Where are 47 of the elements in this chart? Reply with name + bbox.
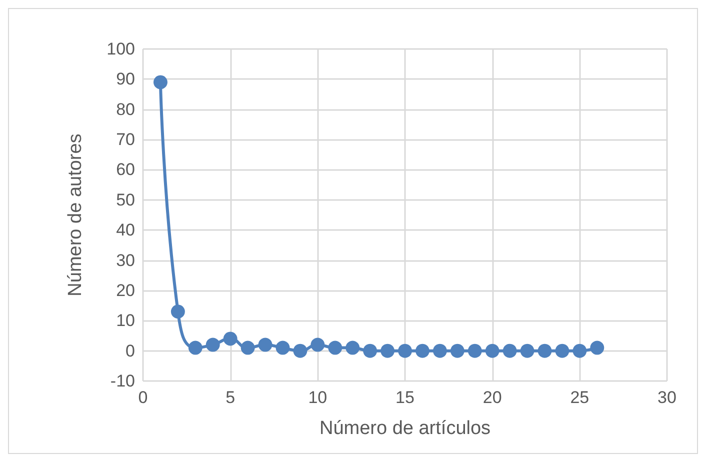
point — [415, 344, 430, 358]
y-tick-label: -10 — [110, 372, 135, 390]
point — [153, 75, 168, 90]
point — [293, 344, 308, 358]
x-tick-label: 15 — [396, 388, 414, 407]
point — [328, 340, 342, 355]
point — [170, 304, 185, 319]
y-tick-label: 30 — [116, 250, 135, 270]
y-tick-label: 80 — [116, 100, 135, 119]
point — [520, 344, 534, 358]
y-tick-label: 40 — [116, 220, 135, 240]
y-tick-label: 60 — [116, 160, 135, 180]
x-tick-label: 25 — [570, 388, 590, 407]
y-tick-label: 50 — [116, 190, 135, 210]
point — [450, 344, 464, 358]
y-axis-title: Número de autores — [65, 134, 86, 296]
point — [538, 344, 552, 358]
y-tick-label: 0 — [126, 341, 135, 360]
point — [590, 340, 604, 355]
y-tick-label: 70 — [116, 130, 135, 150]
x-axis-title: Número de artículos — [319, 418, 491, 439]
y-tick-label: 20 — [116, 280, 135, 300]
point — [188, 340, 202, 355]
point — [346, 340, 360, 355]
point — [363, 344, 378, 358]
point — [310, 338, 325, 352]
y-tick-label: 90 — [116, 70, 135, 89]
point — [206, 338, 220, 352]
point — [398, 344, 412, 358]
x-tick-label: 30 — [658, 388, 676, 407]
point — [258, 338, 272, 352]
point — [555, 344, 570, 358]
x-tick-label: 10 — [308, 388, 328, 407]
y-tick-label: 100 — [106, 40, 135, 58]
x-tick-label: 0 — [138, 388, 148, 407]
point — [276, 340, 290, 355]
point — [485, 344, 500, 358]
point — [468, 344, 482, 358]
point — [240, 340, 255, 355]
point — [502, 344, 517, 358]
x-tick-label: 20 — [482, 388, 502, 407]
point — [572, 344, 587, 358]
y-tick-label: 10 — [116, 311, 135, 330]
point — [432, 344, 447, 358]
point — [380, 344, 395, 358]
point — [223, 332, 238, 346]
x-tick-label: 5 — [226, 388, 236, 407]
